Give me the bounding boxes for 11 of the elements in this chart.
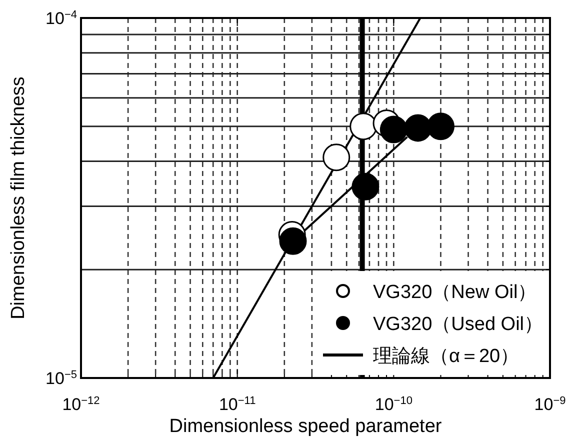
x-tick-label: 10$^{−9}$	[534, 395, 566, 414]
legend-label: VG320（Used Oil）	[373, 314, 544, 335]
x-tick-label: 10$^{−12}$	[62, 395, 100, 414]
legend-label: 理論線（α＝20）	[373, 346, 520, 367]
y-tick-label: 10$^{−4}$	[46, 9, 77, 28]
x-axis-title: Dimensionless speed parameter	[169, 416, 442, 437]
y-axis-title: Dimensionless film thickness	[8, 76, 29, 320]
x-tick-label: 10$^{−10}$	[374, 395, 412, 414]
y-tick-label: 10$^{−5}$	[46, 369, 77, 388]
x-tick-label: 10$^{−11}$	[218, 395, 256, 414]
legend-label: VG320（New Oil）	[373, 282, 537, 303]
